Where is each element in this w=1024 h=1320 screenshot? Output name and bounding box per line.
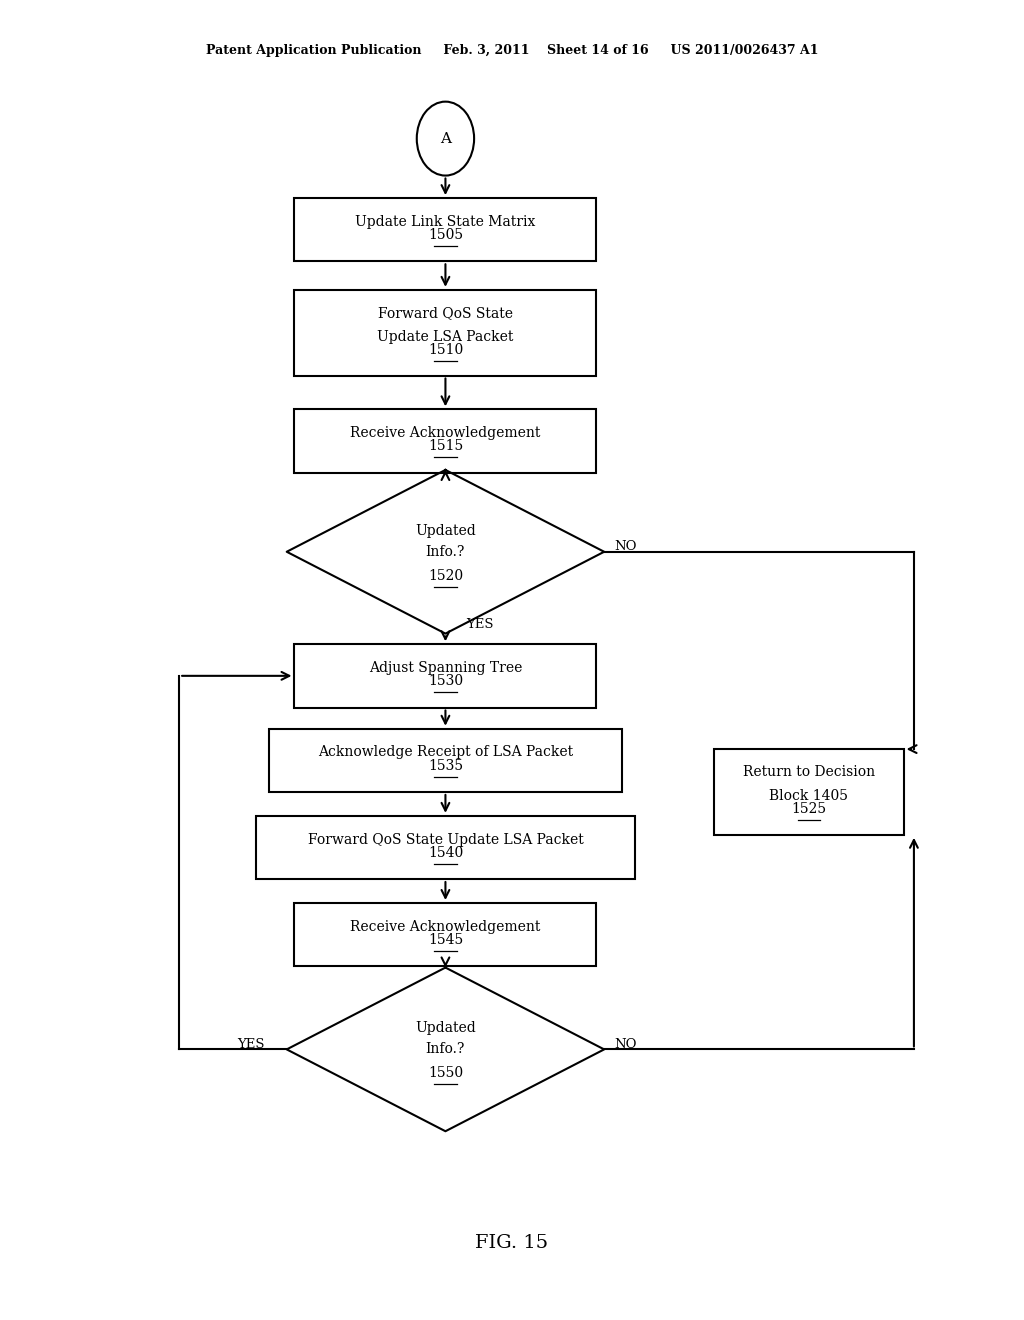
Text: NO: NO [614, 540, 637, 553]
FancyBboxPatch shape [295, 644, 596, 708]
Text: Updated: Updated [415, 1022, 476, 1035]
Text: Block 1405: Block 1405 [769, 789, 849, 803]
Text: Forward QoS State: Forward QoS State [378, 306, 513, 319]
Text: 1510: 1510 [428, 343, 463, 356]
Text: Update LSA Packet: Update LSA Packet [377, 330, 514, 343]
Text: 1515: 1515 [428, 440, 463, 453]
Text: FIG. 15: FIG. 15 [475, 1234, 549, 1253]
Text: Info.?: Info.? [426, 545, 465, 558]
Text: Update Link State Matrix: Update Link State Matrix [355, 215, 536, 228]
Text: Acknowledge Receipt of LSA Packet: Acknowledge Receipt of LSA Packet [317, 746, 573, 759]
FancyBboxPatch shape [256, 816, 635, 879]
Text: 1545: 1545 [428, 933, 463, 946]
Text: 1525: 1525 [792, 803, 826, 816]
Text: Receive Acknowledgement: Receive Acknowledgement [350, 920, 541, 933]
Text: A: A [440, 132, 451, 145]
Text: 1535: 1535 [428, 759, 463, 772]
Text: Forward QoS State Update LSA Packet: Forward QoS State Update LSA Packet [307, 833, 584, 846]
Text: Info.?: Info.? [426, 1043, 465, 1056]
Circle shape [417, 102, 474, 176]
FancyBboxPatch shape [295, 409, 596, 473]
Text: YES: YES [466, 618, 494, 631]
Text: YES: YES [237, 1038, 264, 1051]
FancyBboxPatch shape [295, 290, 596, 375]
Polygon shape [287, 968, 604, 1131]
Text: 1505: 1505 [428, 228, 463, 242]
Polygon shape [287, 470, 604, 634]
Text: 1530: 1530 [428, 675, 463, 688]
FancyBboxPatch shape [715, 748, 904, 834]
Text: 1520: 1520 [428, 569, 463, 582]
FancyBboxPatch shape [268, 729, 622, 792]
Text: Adjust Spanning Tree: Adjust Spanning Tree [369, 661, 522, 675]
Text: NO: NO [614, 1038, 637, 1051]
FancyBboxPatch shape [295, 903, 596, 966]
Text: Patent Application Publication     Feb. 3, 2011    Sheet 14 of 16     US 2011/00: Patent Application Publication Feb. 3, 2… [206, 44, 818, 57]
Text: Updated: Updated [415, 524, 476, 537]
Text: 1550: 1550 [428, 1067, 463, 1080]
Text: 1540: 1540 [428, 846, 463, 859]
FancyBboxPatch shape [295, 198, 596, 261]
Text: Return to Decision: Return to Decision [742, 766, 876, 779]
Text: Receive Acknowledgement: Receive Acknowledgement [350, 426, 541, 440]
